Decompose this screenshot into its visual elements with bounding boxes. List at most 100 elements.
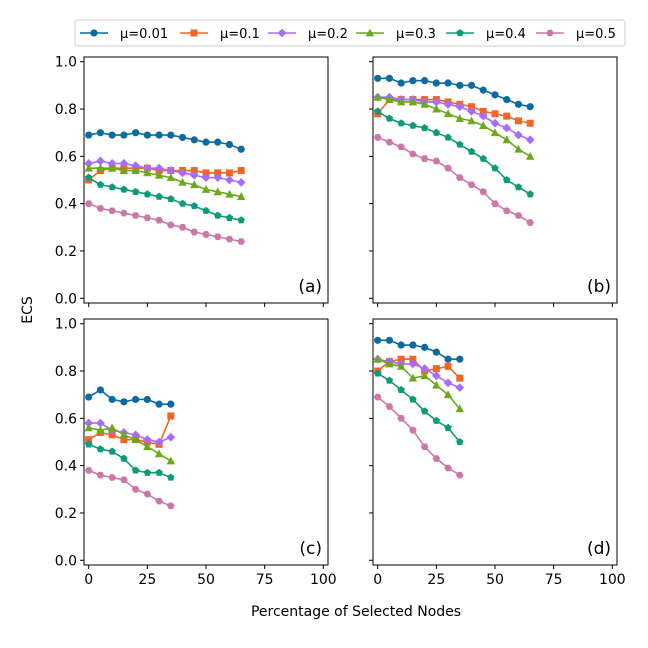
y-tick-label: 1.0: [55, 55, 77, 71]
legend-label: μ=0.5: [576, 27, 616, 42]
data-point: [84, 423, 93, 432]
y-tick-label: 0.0: [55, 291, 77, 307]
data-point: [374, 336, 382, 344]
data-point: [432, 348, 440, 356]
data-point: [385, 376, 394, 384]
data-point: [408, 359, 418, 369]
data-point: [479, 121, 488, 129]
data-point: [202, 138, 210, 146]
data-point: [502, 207, 511, 215]
data-point: [514, 100, 523, 108]
legend-label: μ=0.01: [120, 27, 168, 42]
data-point: [455, 383, 465, 392]
data-point: [143, 131, 151, 139]
data-point: [502, 135, 511, 144]
data-point: [455, 102, 465, 112]
data-point: [236, 177, 246, 187]
legend-item-mu-0-01: μ=0.01: [80, 27, 168, 42]
data-point: [213, 173, 223, 183]
series-mu-0-3: [373, 92, 535, 160]
data-point: [432, 416, 441, 424]
data-point: [119, 166, 129, 174]
data-point: [456, 374, 464, 382]
data-point: [131, 486, 140, 493]
legend-label: μ=0.1: [220, 27, 260, 42]
data-point: [120, 131, 128, 139]
data-point: [420, 124, 429, 132]
panel-label: (b): [587, 277, 611, 297]
data-point: [526, 219, 534, 226]
data-point: [189, 170, 199, 180]
data-point: [167, 195, 175, 203]
data-point: [431, 371, 441, 381]
data-point: [456, 438, 464, 446]
data-point: [409, 355, 417, 363]
data-point: [154, 163, 164, 173]
data-point: [514, 212, 523, 219]
data-point: [225, 175, 234, 185]
data-point: [236, 192, 246, 200]
data-point: [108, 474, 116, 481]
series-mu-0-3: [84, 423, 176, 465]
legend-item-mu-0-4: μ=0.4: [446, 27, 526, 42]
y-tick-label: 0.2: [55, 244, 77, 260]
data-point: [84, 159, 94, 168]
data-point: [143, 490, 152, 498]
data-point: [108, 447, 116, 455]
data-point: [154, 170, 164, 179]
data-point: [85, 131, 93, 139]
data-point: [397, 79, 405, 87]
panel-label: (c): [299, 539, 322, 559]
plot-frame: [83, 318, 329, 566]
data-point: [374, 74, 382, 82]
data-point: [373, 134, 382, 141]
plot-frame: [83, 56, 329, 304]
data-point: [190, 180, 199, 189]
data-point: [409, 121, 417, 129]
data-point: [373, 354, 382, 363]
data-point: [385, 114, 394, 122]
data-point: [525, 135, 535, 145]
data-point: [397, 341, 405, 349]
data-point: [514, 130, 523, 140]
data-point: [478, 111, 488, 121]
data-point: [432, 157, 441, 165]
data-point: [202, 231, 210, 238]
data-point: [167, 221, 175, 229]
data-point: [143, 214, 152, 222]
data-point: [155, 192, 163, 200]
data-point: [420, 364, 430, 374]
data-point: [396, 361, 406, 370]
data-point: [178, 133, 187, 142]
panel-d: 0 25 50 75 100 (d): [369, 318, 626, 588]
legend-marker: [456, 29, 464, 37]
legend-marker: [277, 28, 287, 38]
data-point: [420, 99, 429, 108]
data-point: [96, 163, 105, 172]
data-point: [444, 423, 452, 431]
legend-label: μ=0.2: [308, 27, 348, 42]
data-point: [143, 442, 152, 451]
data-point: [397, 143, 405, 151]
y-tick-label: 0.8: [55, 364, 77, 380]
data-point: [526, 190, 534, 198]
data-point: [385, 359, 394, 368]
data-point: [444, 464, 452, 472]
data-point: [107, 159, 117, 168]
data-point: [237, 216, 245, 224]
data-point: [409, 341, 417, 349]
data-point: [225, 213, 234, 221]
legend: μ=0.01 μ=0.1 μ=0.2 μ=0.3 μ=0.4 μ=0.5: [74, 19, 626, 47]
data-point: [96, 156, 105, 166]
data-point: [96, 386, 105, 394]
data-point: [479, 86, 487, 94]
data-point: [154, 449, 164, 458]
data-point: [408, 373, 418, 382]
series-mu-0-4: [373, 107, 534, 198]
data-point: [444, 362, 452, 370]
x-tick-label: 75: [256, 572, 274, 588]
data-point: [443, 109, 453, 118]
y-tick-label: 0.4: [55, 197, 77, 213]
panel-a: 0.0 0.2 0.4 0.6 0.8 1.0 (a): [55, 55, 329, 307]
data-point: [431, 97, 441, 107]
